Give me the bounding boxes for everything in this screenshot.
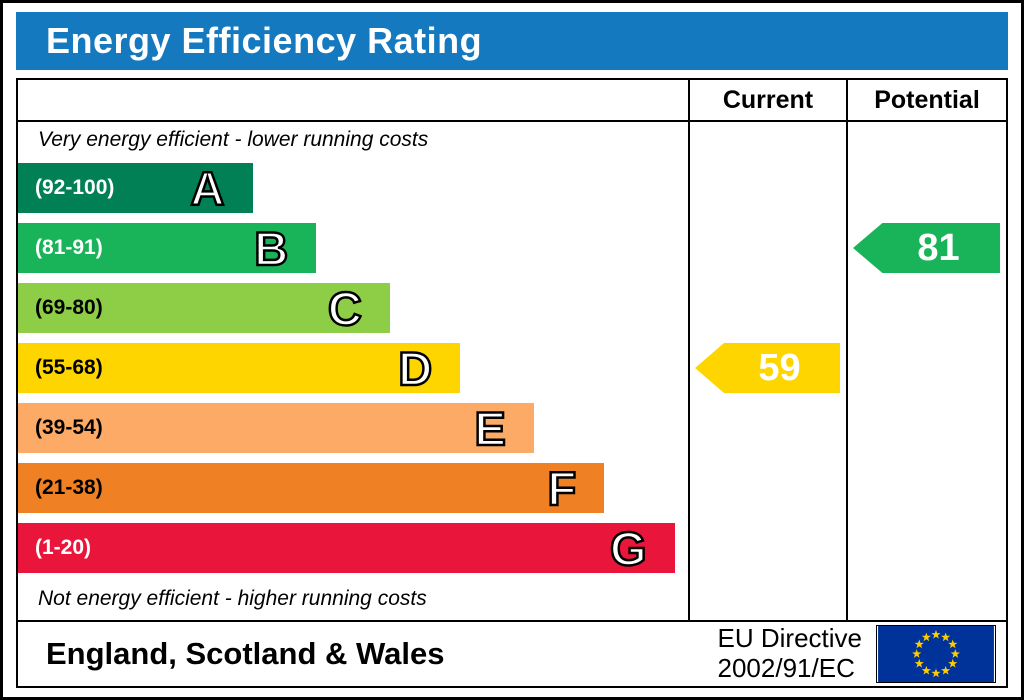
bands-area: Very energy efficient - lower running co… bbox=[18, 122, 688, 620]
band-c-letter: C bbox=[327, 281, 363, 335]
band-g-bar: (1-20) G bbox=[18, 523, 675, 573]
table-footer-row: England, Scotland & Wales EU Directive 2… bbox=[18, 620, 1006, 686]
eu-directive-line2: 2002/91/EC bbox=[717, 653, 855, 683]
potential-column: 81 bbox=[846, 122, 1006, 620]
region-label: England, Scotland & Wales bbox=[46, 636, 445, 671]
table-body: Very energy efficient - lower running co… bbox=[18, 122, 1006, 620]
band-f-range: (21-38) bbox=[35, 476, 103, 499]
band-row-a: (92-100) A bbox=[18, 158, 688, 218]
potential-rating-value: 81 bbox=[917, 226, 960, 269]
band-row-e: (39-54) E bbox=[18, 398, 688, 458]
potential-rating-arrow: 81 bbox=[853, 223, 1000, 273]
band-a-letter: A bbox=[189, 161, 225, 215]
band-row-g: (1-20) G bbox=[18, 518, 688, 578]
band-row-f: (21-38) F bbox=[18, 458, 688, 518]
current-column-header: Current bbox=[688, 80, 846, 120]
page-title: Energy Efficiency Rating bbox=[46, 20, 483, 61]
band-b-range: (81-91) bbox=[35, 236, 103, 259]
band-c-bar: (69-80) C bbox=[18, 283, 390, 333]
rating-table: Current Potential Very energy efficient … bbox=[16, 78, 1008, 688]
band-f-letter: F bbox=[546, 461, 577, 515]
band-row-d: (55-68) D bbox=[18, 338, 688, 398]
band-c-range: (69-80) bbox=[35, 296, 103, 319]
band-g-range: (1-20) bbox=[35, 536, 92, 559]
eu-directive-label: EU Directive 2002/91/EC bbox=[717, 623, 862, 684]
band-f-bar: (21-38) F bbox=[18, 461, 605, 515]
eu-flag-icon bbox=[876, 625, 996, 683]
band-e-letter: E bbox=[473, 401, 507, 455]
current-column: 59 bbox=[688, 122, 846, 620]
band-a-range: (92-100) bbox=[35, 176, 115, 199]
potential-column-header: Potential bbox=[846, 80, 1006, 120]
top-scale-label: Very energy efficient - lower running co… bbox=[38, 128, 429, 151]
band-row-b: (81-91) B bbox=[18, 218, 688, 278]
current-rating-value: 59 bbox=[758, 346, 801, 389]
band-d-letter: D bbox=[397, 341, 433, 395]
title-bar: Energy Efficiency Rating bbox=[16, 12, 1008, 70]
band-d-range: (55-68) bbox=[35, 356, 103, 379]
table-header-row: Current Potential bbox=[18, 80, 1006, 122]
band-e-bar: (39-54) E bbox=[18, 403, 534, 453]
band-a-bar: (92-100) A bbox=[18, 163, 253, 213]
eu-directive-line1: EU Directive bbox=[717, 623, 862, 654]
band-d-bar: (55-68) D bbox=[18, 341, 461, 395]
band-e-range: (39-54) bbox=[35, 416, 103, 439]
band-row-c: (69-80) C bbox=[18, 278, 688, 338]
current-rating-arrow: 59 bbox=[695, 343, 840, 393]
band-b-bar: (81-91) B bbox=[18, 221, 317, 275]
band-g-letter: G bbox=[609, 521, 648, 575]
bottom-scale-label: Not energy efficient - higher running co… bbox=[38, 587, 427, 610]
header-spacer bbox=[18, 80, 688, 120]
band-b-letter: B bbox=[253, 221, 289, 275]
